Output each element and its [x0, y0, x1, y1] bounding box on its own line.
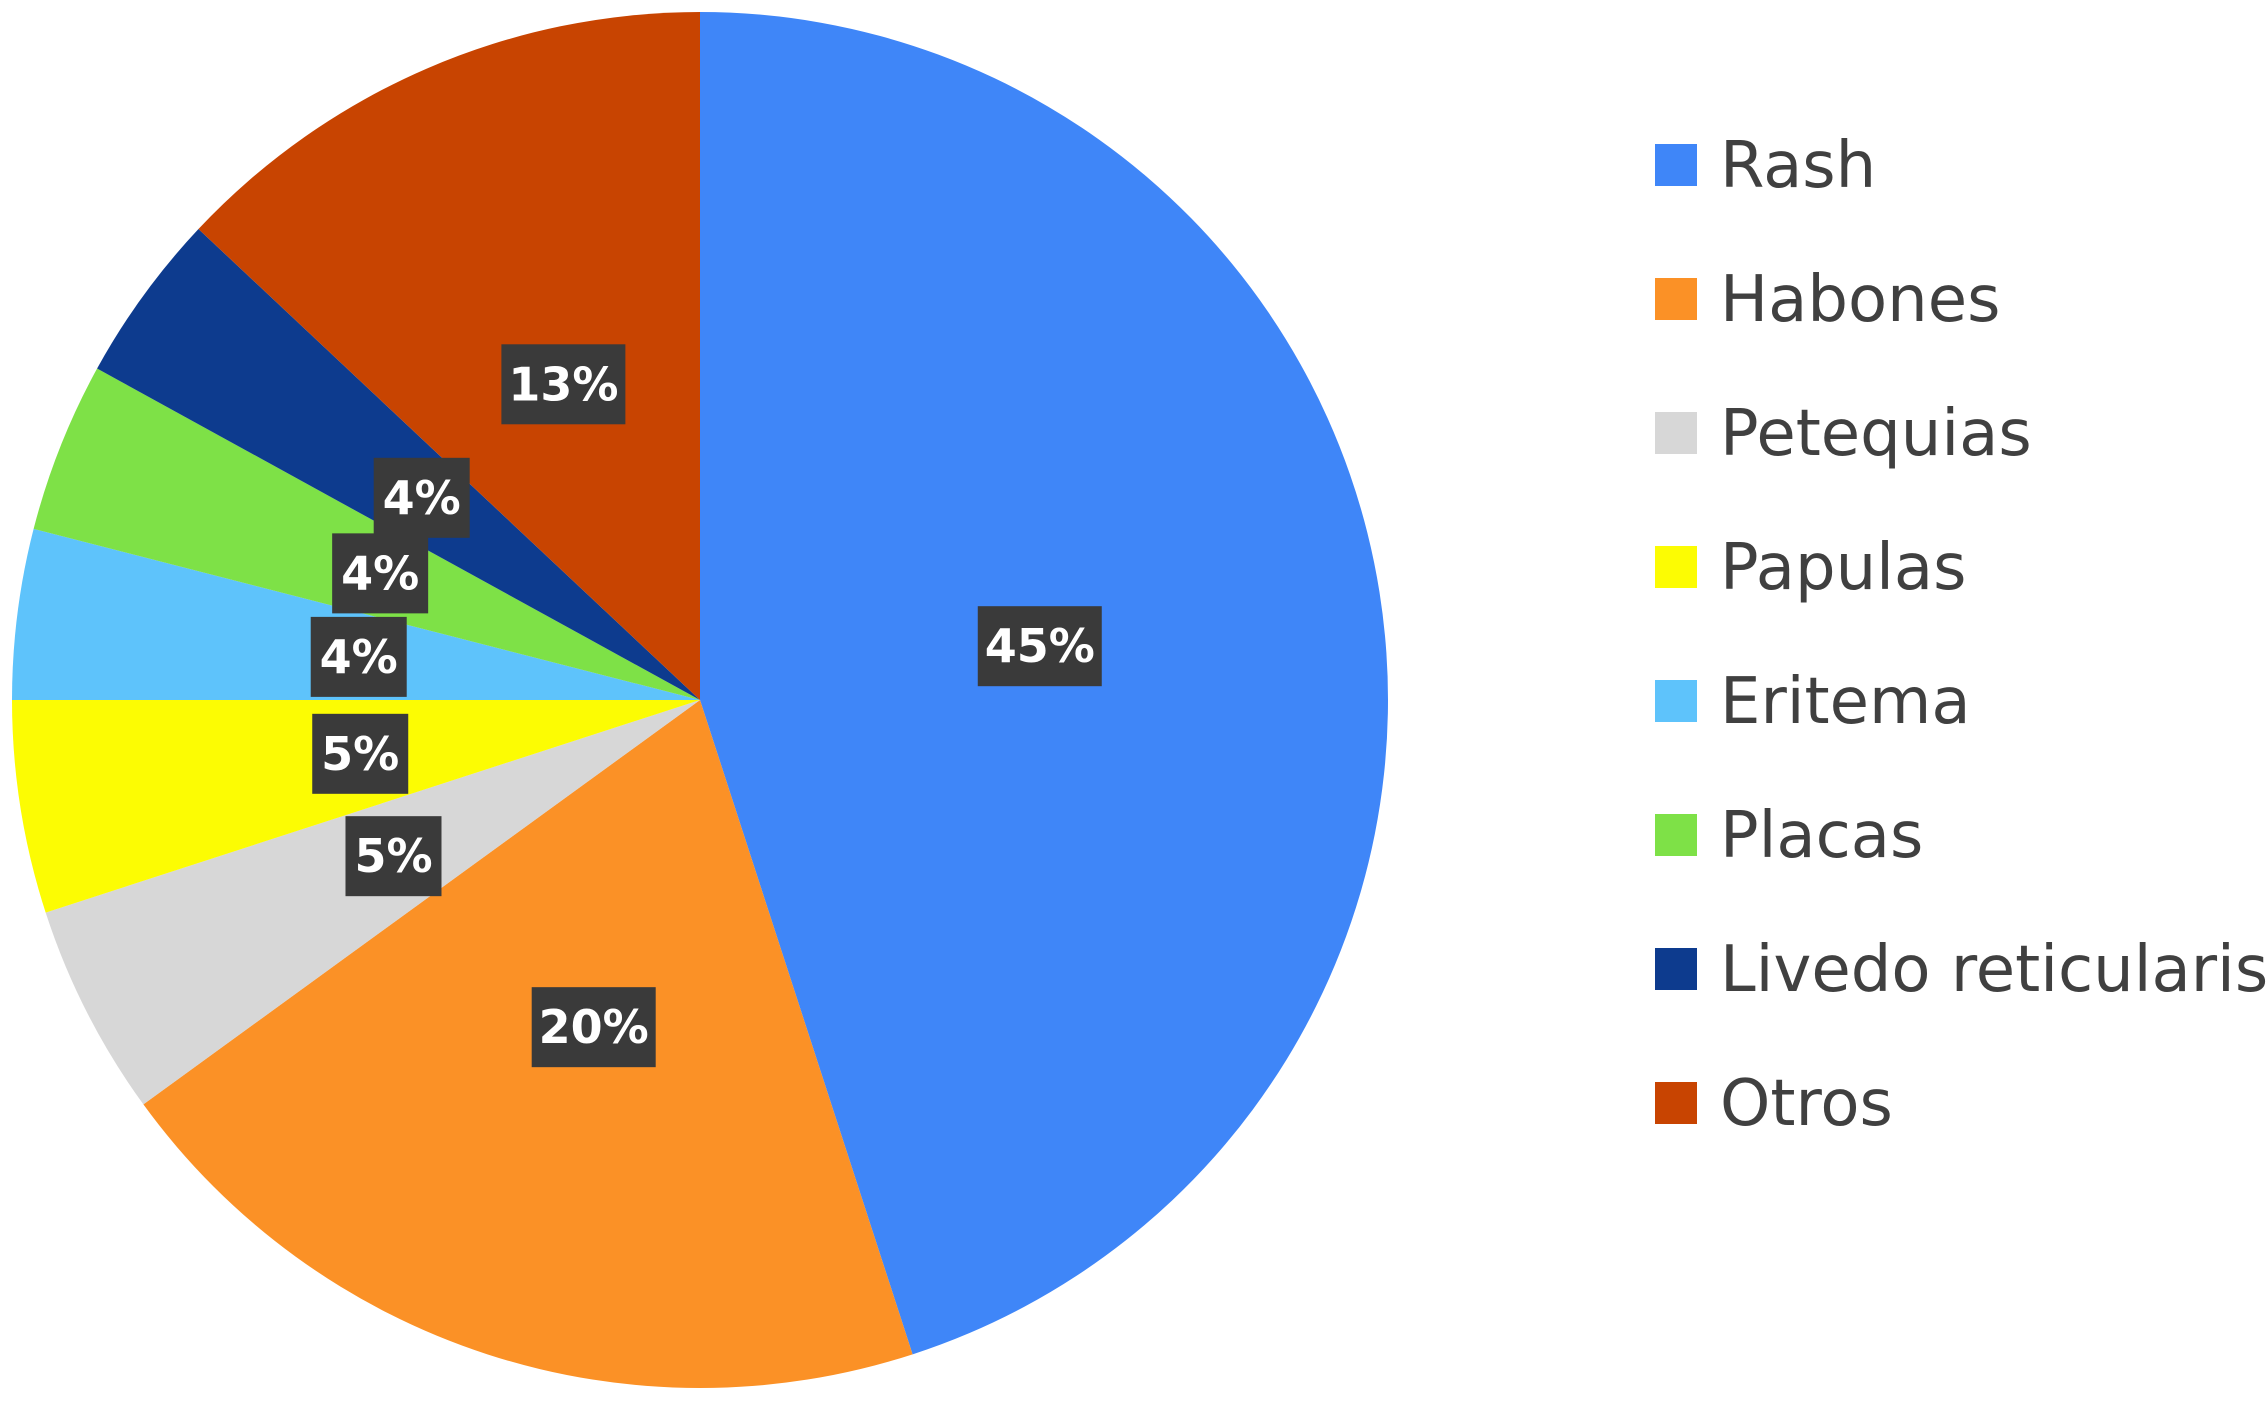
legend-swatch [1655, 278, 1697, 320]
legend-item-habones: Habones [1655, 263, 2000, 337]
pie-slice-petequias [45, 700, 701, 1105]
data-label-text: 20% [539, 1000, 649, 1054]
data-label-box [345, 816, 442, 897]
data-label-placas: 4% [332, 533, 429, 614]
legend-item-otros: Otros [1655, 1067, 1893, 1141]
data-label-text: 4% [341, 546, 419, 600]
data-label-text: 5% [354, 829, 432, 883]
data-label-box [312, 713, 409, 794]
legend-swatch [1655, 680, 1697, 722]
data-label-text: 13% [508, 357, 618, 411]
data-label-text: 45% [985, 619, 1095, 673]
legend-item-petequias: Petequias [1655, 397, 2032, 471]
legend-label: Livedo reticularis [1720, 933, 2266, 1007]
pie-slices [12, 12, 1388, 1388]
legend-item-eritema: Eritema [1655, 665, 1971, 739]
data-label-box [531, 987, 656, 1068]
legend-item-papulas: Papulas [1655, 531, 1966, 605]
legend-label: Papulas [1720, 531, 1966, 605]
data-label-box [501, 344, 626, 425]
data-label-box [310, 616, 407, 697]
legend-label: Rash [1720, 129, 1876, 203]
data-label-rash: 45% [977, 606, 1102, 687]
data-label-text: 4% [320, 630, 398, 684]
pie-slice-eritema [12, 528, 700, 700]
legend-item-livedo-reticularis: Livedo reticularis [1655, 933, 2266, 1007]
data-label-eritema: 4% [310, 616, 407, 697]
pie-slice-habones [143, 700, 913, 1388]
data-label-habones: 20% [531, 987, 656, 1068]
legend-label: Eritema [1720, 665, 1971, 739]
legend-swatch [1655, 948, 1697, 990]
data-label-box [373, 457, 470, 538]
legend-label: Otros [1720, 1067, 1893, 1141]
legend: Rash Habones Petequias Papulas Eritema Placas… [1655, 129, 2266, 1141]
data-label-text: 5% [321, 727, 399, 781]
legend-swatch [1655, 814, 1697, 856]
legend-swatch [1655, 412, 1697, 454]
pie-data-labels: 45% 20% 5% 5% 4% 4% 4% 13% [310, 344, 1102, 1068]
legend-label: Petequias [1720, 397, 2032, 471]
data-label-box [332, 533, 429, 614]
legend-swatch [1655, 1082, 1697, 1124]
pie-slice-otros [198, 12, 700, 700]
data-label-livedo-reticularis: 4% [373, 457, 470, 538]
data-label-box [977, 606, 1102, 687]
data-label-papulas: 5% [312, 713, 409, 794]
legend-label: Placas [1720, 799, 1923, 873]
legend-item-rash: Rash [1655, 129, 1876, 203]
legend-label: Habones [1720, 263, 2000, 337]
data-label-petequias: 5% [345, 816, 442, 897]
data-label-text: 4% [383, 471, 461, 525]
pie-slice-papulas [12, 700, 700, 913]
data-label-otros: 13% [501, 344, 626, 425]
legend-swatch [1655, 546, 1697, 588]
legend-item-placas: Placas [1655, 799, 1923, 873]
legend-swatch [1655, 144, 1697, 186]
